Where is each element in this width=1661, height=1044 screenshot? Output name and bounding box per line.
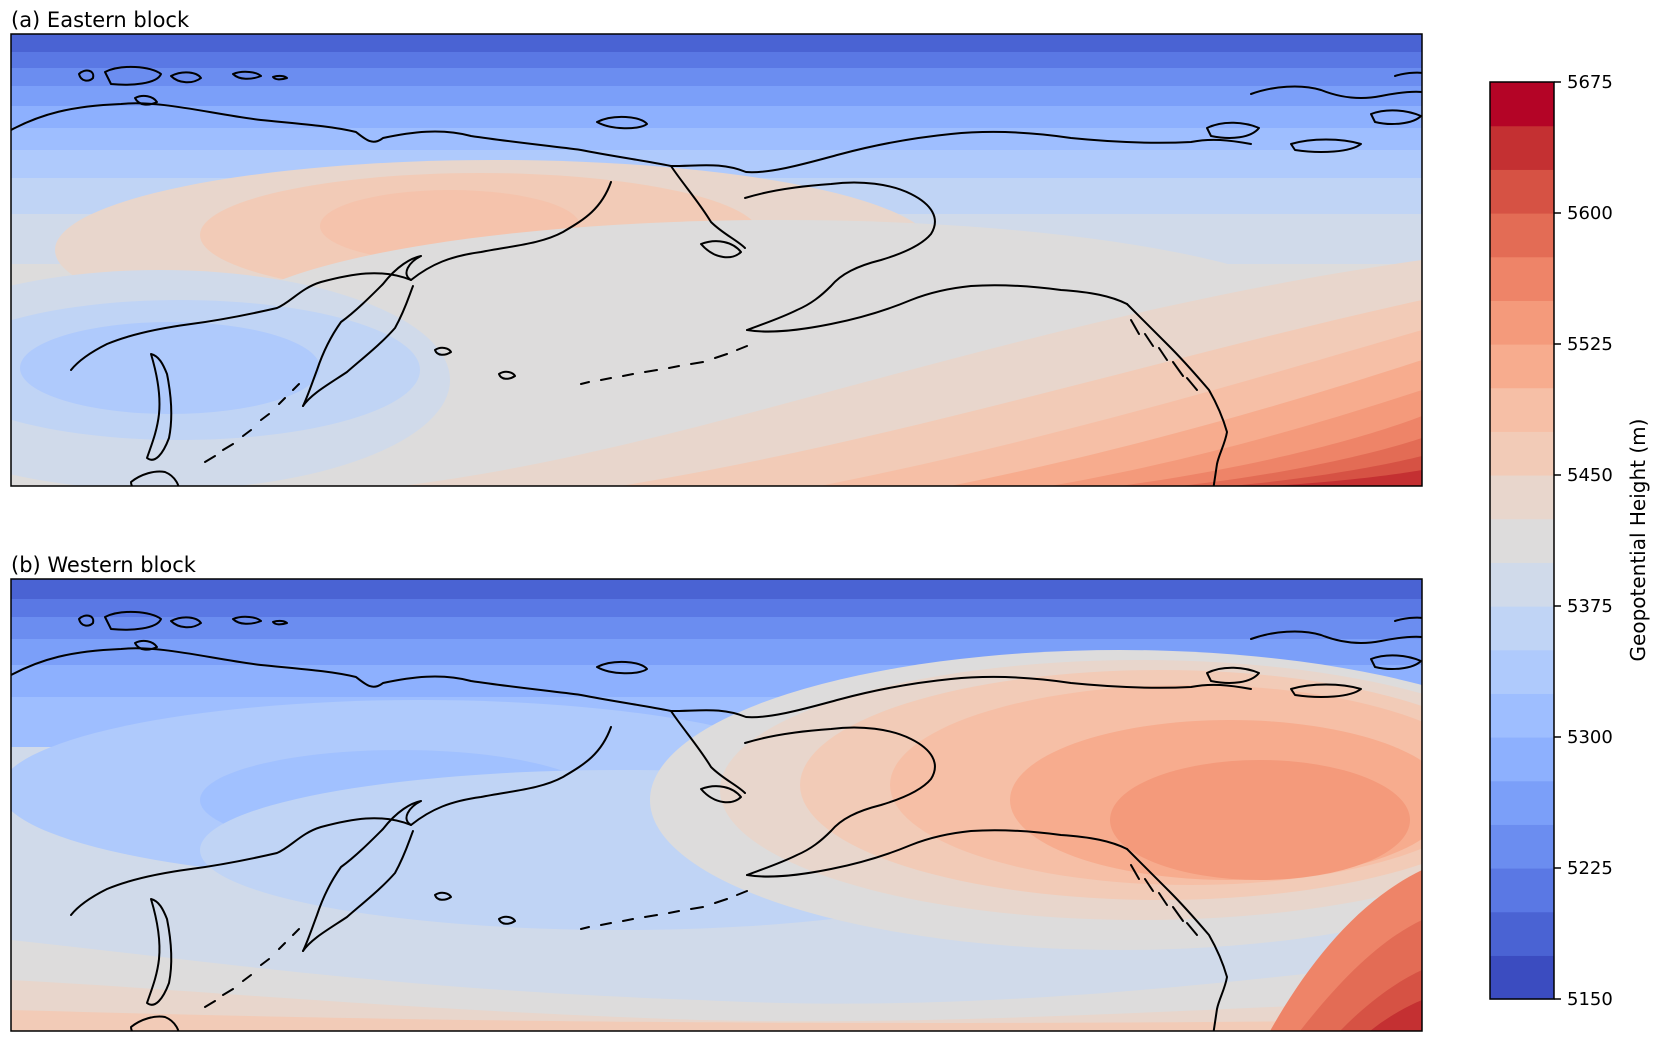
colorbar-ticks: 5150 5225 5300 5375 5450 5525 5600 5675 xyxy=(1554,72,1613,1010)
colorbar-segment xyxy=(1490,824,1554,869)
panel-a-frame xyxy=(10,33,1423,487)
panel-b-frame xyxy=(10,578,1423,1032)
colorbar-segment xyxy=(1490,737,1554,782)
colorbar-segment xyxy=(1490,300,1554,345)
panel-b: (b) Western block xyxy=(10,553,1423,1032)
colorbar: 5150 5225 5300 5375 5450 5525 5600 5675 Geopote… xyxy=(1489,72,1650,1010)
colorbar-tick-label: 5225 xyxy=(1567,858,1613,879)
colorbar-tick-label: 5600 xyxy=(1567,203,1613,224)
colorbar-segment xyxy=(1490,955,1554,1000)
colorbar-segment xyxy=(1490,606,1554,651)
colorbar-segment xyxy=(1490,82,1554,127)
panel-b-title: (b) Western block xyxy=(11,553,197,577)
colorbar-segment xyxy=(1490,518,1554,563)
colorbar-segment xyxy=(1490,169,1554,214)
colorbar-segment xyxy=(1490,911,1554,956)
colorbar-segment xyxy=(1490,256,1554,301)
colorbar-tick-label: 5450 xyxy=(1567,465,1613,486)
colorbar-segment xyxy=(1490,125,1554,170)
panel-a-title: (a) Eastern block xyxy=(11,8,190,32)
colorbar-segment xyxy=(1490,562,1554,607)
colorbar-tick-label: 5525 xyxy=(1567,334,1613,355)
colorbar-tick-label: 5300 xyxy=(1567,727,1613,748)
colorbar-segment xyxy=(1490,868,1554,913)
panel-a: (a) Eastern block xyxy=(10,8,1423,487)
colorbar-segment xyxy=(1490,344,1554,389)
colorbar-segment xyxy=(1490,780,1554,825)
colorbar-segments xyxy=(1490,82,1554,1000)
panel-b-map xyxy=(11,579,1422,1031)
colorbar-label: Geopotential Height (m) xyxy=(1626,419,1650,662)
colorbar-segment xyxy=(1490,387,1554,432)
colorbar-segment xyxy=(1490,213,1554,258)
colorbar-segment xyxy=(1490,693,1554,738)
colorbar-tick-label: 5675 xyxy=(1567,72,1613,93)
colorbar-segment xyxy=(1490,475,1554,520)
colorbar-tick-label: 5375 xyxy=(1567,596,1613,617)
colorbar-segment xyxy=(1490,431,1554,476)
colorbar-segment xyxy=(1490,649,1554,694)
panel-a-map xyxy=(11,34,1422,486)
colorbar-tick-label: 5150 xyxy=(1567,989,1613,1010)
colorbar-frame xyxy=(1489,81,1555,1000)
